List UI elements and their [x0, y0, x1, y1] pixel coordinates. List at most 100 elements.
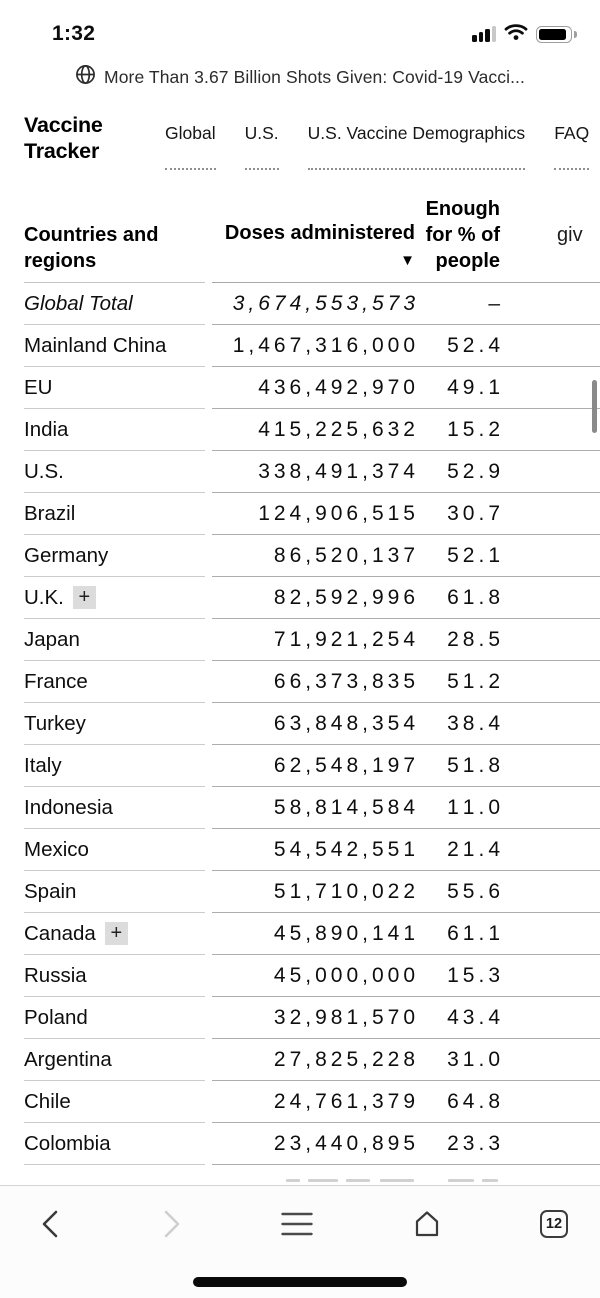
doses-value: 86,520,137 — [273, 543, 419, 567]
site-title: Vaccine Tracker — [24, 113, 103, 163]
clipped-row-remnant — [24, 1165, 600, 1185]
country-name: France — [24, 669, 88, 693]
country-name: Global Total — [24, 291, 133, 315]
pct-value: 52.9 — [447, 459, 504, 483]
doses-value: 51,710,022 — [273, 879, 419, 903]
page-title: More Than 3.67 Billion Shots Given: Covi… — [104, 66, 525, 87]
table-header-row: Countries and regions Doses administered… — [24, 170, 600, 283]
country-name: Italy — [24, 753, 62, 777]
col-header-enough-pct: Enough for % of people — [425, 198, 500, 272]
pct-value: 23.3 — [447, 1131, 504, 1155]
home-button[interactable] — [411, 1208, 443, 1240]
table-row: Germany 86,520,137 52.1 — [24, 535, 600, 577]
clock: 1:32 — [52, 22, 96, 45]
table-row: Global Total 3,674,553,573 – — [24, 283, 600, 325]
country-name: Chile — [24, 1089, 71, 1113]
country-name: Brazil — [24, 501, 76, 525]
doses-value: 24,761,379 — [273, 1089, 419, 1113]
pct-value: 38.4 — [447, 711, 504, 735]
col-header-doses-sort[interactable]: Doses administered ▼ — [224, 222, 415, 269]
pct-value: 52.1 — [447, 543, 504, 567]
country-name: Canada — [24, 921, 96, 945]
pct-value: 15.2 — [447, 417, 504, 441]
doses-value: 32,981,570 — [273, 1005, 419, 1029]
table-row: Brazil 124,906,515 30.7 — [24, 493, 600, 535]
country-name: Indonesia — [24, 795, 113, 819]
table-row: Argentina 27,825,228 31.0 — [24, 1039, 600, 1081]
col-header-countries: Countries and regions — [24, 222, 205, 283]
table-row: U.S. 338,491,374 52.9 — [24, 451, 600, 493]
doses-value: 82,592,996 — [273, 585, 419, 609]
doses-value: 71,921,254 — [273, 627, 419, 651]
col-header-given-clipped: giv — [557, 224, 583, 246]
country-name: EU — [24, 375, 53, 399]
pct-value: 28.5 — [447, 627, 504, 651]
doses-value: 27,825,228 — [273, 1047, 419, 1071]
nav-us[interactable]: U.S. — [244, 123, 279, 170]
doses-value: 66,373,835 — [273, 669, 419, 693]
pct-value: 30.7 — [447, 501, 504, 525]
country-name: Poland — [24, 1005, 88, 1029]
doses-value: 415,225,632 — [258, 417, 419, 441]
sort-desc-icon: ▼ — [400, 252, 415, 269]
table-row: Mainland China 1,467,316,000 52.4 — [24, 325, 600, 367]
doses-value: 23,440,895 — [273, 1131, 419, 1155]
pct-value: 51.2 — [447, 669, 504, 693]
menu-icon[interactable] — [281, 1211, 313, 1237]
doses-value: 124,906,515 — [258, 501, 419, 525]
pct-value: 31.0 — [447, 1047, 504, 1071]
vaccine-table: Countries and regions Doses administered… — [0, 170, 600, 1185]
country-name: Mainland China — [24, 333, 167, 357]
globe-icon — [75, 64, 96, 90]
table-row: Italy 62,548,197 51.8 — [24, 745, 600, 787]
table-row: Poland 32,981,570 43.4 — [24, 997, 600, 1039]
table-row: Spain 51,710,022 55.6 — [24, 871, 600, 913]
doses-value: 54,542,551 — [273, 837, 419, 861]
country-name: U.K. — [24, 585, 64, 609]
url-bar[interactable]: More Than 3.67 Billion Shots Given: Covi… — [0, 54, 600, 100]
pct-value: 43.4 — [447, 1005, 504, 1029]
battery-icon — [536, 25, 577, 43]
status-bar: 1:32 — [0, 0, 600, 54]
doses-value: 3,674,553,573 — [232, 291, 419, 315]
pct-value: 21.4 — [447, 837, 504, 861]
table-body: Global Total 3,674,553,573 – Mainland Ch… — [24, 283, 600, 1165]
cellular-signal-icon — [472, 26, 496, 42]
country-name: Argentina — [24, 1047, 112, 1071]
table-row: Turkey 63,848,354 38.4 — [24, 703, 600, 745]
pct-value: – — [488, 291, 504, 315]
table-row: EU 436,492,970 49.1 — [24, 367, 600, 409]
back-button[interactable] — [38, 1208, 62, 1240]
country-name: Japan — [24, 627, 80, 651]
table-row: Indonesia 58,814,584 11.0 — [24, 787, 600, 829]
doses-value: 63,848,354 — [273, 711, 419, 735]
doses-value: 436,492,970 — [258, 375, 419, 399]
table-row: Russia 45,000,000 15.3 — [24, 955, 600, 997]
pct-value: 55.6 — [447, 879, 504, 903]
expand-button[interactable]: + — [72, 586, 96, 609]
nav-faq[interactable]: FAQ — [554, 123, 590, 170]
country-name: Colombia — [24, 1131, 111, 1155]
pct-value: 61.1 — [447, 921, 504, 945]
nav-us-vaccine-demographics[interactable]: U.S. Vaccine Demographics — [307, 123, 526, 170]
doses-value: 62,548,197 — [273, 753, 419, 777]
doses-value: 338,491,374 — [258, 459, 419, 483]
doses-value: 45,000,000 — [273, 963, 419, 987]
forward-button[interactable] — [160, 1208, 184, 1240]
scrollbar-thumb[interactable] — [592, 380, 597, 433]
pct-value: 64.8 — [447, 1089, 504, 1113]
wifi-icon — [504, 23, 528, 46]
browser-toolbar: 12 — [0, 1185, 600, 1298]
table-row: Mexico 54,542,551 21.4 — [24, 829, 600, 871]
doses-value: 45,890,141 — [273, 921, 419, 945]
tabs-button[interactable]: 12 — [540, 1210, 568, 1238]
country-name: Germany — [24, 543, 109, 567]
pct-value: 51.8 — [447, 753, 504, 777]
table-row: Canada + 45,890,141 61.1 — [24, 913, 600, 955]
pct-value: 15.3 — [447, 963, 504, 987]
home-indicator[interactable] — [193, 1277, 407, 1287]
doses-value: 58,814,584 — [273, 795, 419, 819]
nav-global[interactable]: Global — [165, 123, 216, 170]
expand-button[interactable]: + — [104, 922, 128, 945]
table-row: Chile 24,761,379 64.8 — [24, 1081, 600, 1123]
